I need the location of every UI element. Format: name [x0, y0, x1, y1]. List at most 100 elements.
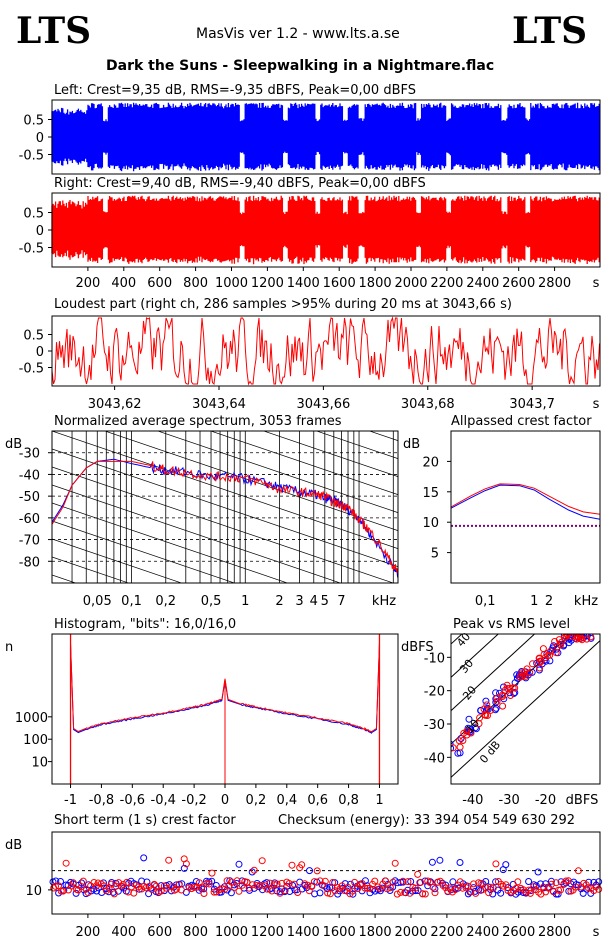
short-crest-point — [266, 879, 274, 887]
short-crest-point — [191, 883, 198, 891]
short-crest-point — [562, 877, 570, 885]
x-tick-label: 2400 — [466, 925, 499, 940]
short-crest-point — [78, 879, 86, 887]
x-tick-label: 7 — [337, 594, 345, 609]
short-crest-point — [313, 867, 321, 875]
right-channel-wave — [51, 195, 600, 265]
short-crest-point — [417, 878, 425, 886]
short-crest-point — [165, 856, 173, 864]
short-crest-point — [140, 854, 148, 862]
x-tick-label: 400 — [111, 276, 136, 291]
x-tick-label: 200 — [75, 276, 100, 291]
y-tick-label: 10 — [422, 516, 439, 531]
short-crest-point — [324, 889, 332, 897]
short-crest-point — [231, 883, 238, 891]
short-crest-point — [579, 889, 587, 897]
short-crest-point — [157, 882, 165, 890]
crest-right-line — [450, 483, 601, 515]
pvr-point — [539, 645, 547, 653]
x-tick-label: -0,4 — [151, 793, 176, 808]
x-tick-label: 0,8 — [338, 793, 359, 808]
spectrum-slope-line — [52, 484, 342, 583]
short-crest-point — [525, 886, 533, 894]
pvr-plot — [451, 625, 600, 779]
x-tick-label: 600 — [147, 276, 172, 291]
x-tick-label: 1800 — [359, 925, 392, 940]
spectrum-ylabel: dB — [5, 437, 22, 452]
short-crest-point — [140, 882, 148, 890]
short-crest-point — [208, 869, 216, 877]
short-crest-point — [253, 882, 261, 889]
crest-frame — [450, 430, 601, 584]
short-crest-point — [200, 885, 208, 893]
short-crest-point — [98, 889, 106, 896]
x-tick-label: 1200 — [251, 276, 284, 291]
short-crest-point — [119, 881, 127, 888]
spectrum-slope-line — [52, 448, 398, 567]
loudest-part-wave — [51, 316, 600, 386]
left-channel-signal — [51, 102, 600, 172]
short-crest-point — [55, 882, 62, 890]
x-tick-label: 1 — [530, 594, 538, 609]
y-tick-label: 20 — [422, 455, 439, 470]
y-tick-label: 10 — [31, 756, 48, 771]
spectrum-slope-line — [52, 431, 398, 549]
loudest-part-frame — [51, 315, 601, 387]
short-crest-point — [426, 879, 434, 886]
short-crest-point — [514, 878, 522, 886]
pvr-point — [451, 744, 457, 752]
loudest-part-title: Loudest part (right ch, 286 samples >95%… — [54, 297, 512, 312]
pvr-point — [587, 625, 593, 631]
short-crest-point — [510, 887, 518, 895]
x-tick-label: 3043,62 — [88, 397, 142, 412]
x-tick-label: 3043,7 — [509, 397, 555, 412]
spectrum-plot — [52, 431, 398, 583]
short-crest-point — [105, 884, 113, 892]
short-crest-point — [482, 884, 490, 892]
x-tick-label: 1 — [375, 793, 383, 808]
short-crest-point — [456, 859, 464, 866]
pvr-point — [483, 704, 491, 712]
short-crest-point — [249, 881, 256, 889]
pvr-point — [563, 634, 571, 638]
short-crest-title: Short term (1 s) crest factor — [54, 813, 236, 828]
x-tick-label: 0,1 — [475, 594, 496, 609]
x-unit-label: s — [593, 925, 600, 940]
y-tick-label: 0.5 — [23, 114, 44, 129]
short-crest-point — [250, 866, 258, 874]
short-crest-point — [572, 883, 580, 891]
short-crest-point — [145, 890, 153, 898]
x-unit-label: s — [593, 276, 600, 291]
short-crest-point — [288, 861, 296, 869]
lts-logo-right: LTS — [512, 10, 588, 52]
short-crest-point — [389, 878, 397, 886]
x-tick-label: 1600 — [323, 925, 356, 940]
short-crest-point — [382, 877, 390, 885]
x-tick-label: 0,4 — [276, 793, 297, 808]
short-crest-point — [227, 889, 235, 897]
pvr-point — [540, 651, 548, 658]
y-tick-label: -40 — [424, 751, 445, 766]
right-channel-title: Right: Crest=9,40 dB, RMS=-9,40 dBFS, Pe… — [54, 176, 426, 191]
short-crest-point — [439, 882, 447, 889]
short-crest-point — [394, 879, 402, 887]
x-tick-label: 3043,66 — [297, 397, 351, 412]
spectrum-slope-line — [52, 520, 236, 583]
pvr-title: Peak vs RMS level — [453, 617, 570, 632]
pvr-frame — [450, 633, 601, 785]
pvr-point — [579, 634, 582, 635]
pvr-ylabel: dBFS — [401, 640, 434, 655]
x-tick-label: 2800 — [538, 276, 571, 291]
short-crest-point — [235, 887, 243, 895]
short-crest-point — [84, 889, 92, 897]
pvr-xlabel: dBFS — [566, 793, 599, 808]
y-tick-label: 10 — [25, 884, 42, 899]
pvr-point — [491, 706, 499, 714]
pvr-point — [583, 635, 591, 643]
short-crest-point — [57, 878, 64, 885]
short-crest-point — [431, 889, 439, 897]
histogram-plot — [69, 634, 381, 784]
histogram-title: Histogram, "bits": 16,0/16,0 — [54, 617, 236, 632]
y-tick-label: -50 — [19, 490, 40, 505]
